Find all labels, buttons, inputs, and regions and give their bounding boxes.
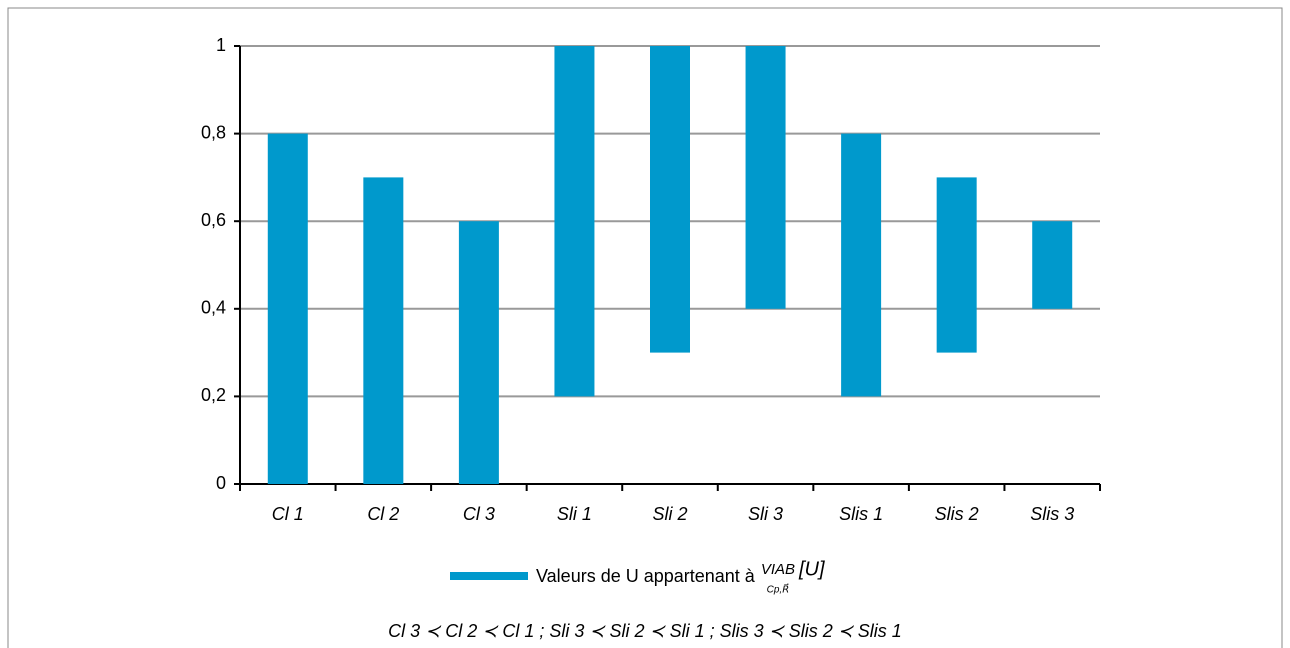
x-tick-label: Slis 1 — [839, 504, 883, 524]
bar — [458, 221, 499, 484]
bar — [650, 46, 690, 353]
x-tick-label: Slis 2 — [935, 504, 979, 524]
y-tick-label: 0,6 — [201, 210, 226, 230]
chart-border — [7, 7, 1283, 648]
x-tick-label: Sli 3 — [748, 504, 783, 524]
legend-math-subscript: Cp,R⃗ — [767, 583, 790, 596]
y-tick-label: 0 — [216, 473, 226, 493]
legend-swatch — [450, 572, 528, 580]
bar — [745, 46, 786, 309]
bar — [841, 133, 882, 397]
x-tick-label: Sli 2 — [652, 504, 687, 524]
legend-label: Valeurs de U appartenant à — [536, 566, 756, 586]
x-tick-label: Cl 2 — [367, 504, 399, 524]
bar — [363, 177, 404, 484]
x-tick-label: Cl 3 — [463, 504, 495, 524]
annotation: Cl 3 ≺ Cl 2 ≺ Cl 1 ; Sli 3 ≺ Sli 2 ≺ Sli… — [388, 621, 902, 641]
y-tick-label: 1 — [216, 35, 226, 55]
y-tick-label: 0,4 — [201, 298, 226, 318]
bar — [1032, 221, 1073, 309]
bar — [554, 46, 595, 397]
bar — [936, 177, 977, 353]
x-tick-label: Slis 3 — [1030, 504, 1074, 524]
x-tick-label: Sli 1 — [557, 504, 592, 524]
y-tick-label: 0,2 — [201, 385, 226, 405]
x-tick-label: Cl 1 — [272, 504, 304, 524]
bar — [267, 133, 308, 484]
legend-math-argument: [U] — [798, 558, 825, 580]
y-tick-label: 0,8 — [201, 122, 226, 142]
legend-math: VIAB — [761, 561, 795, 578]
